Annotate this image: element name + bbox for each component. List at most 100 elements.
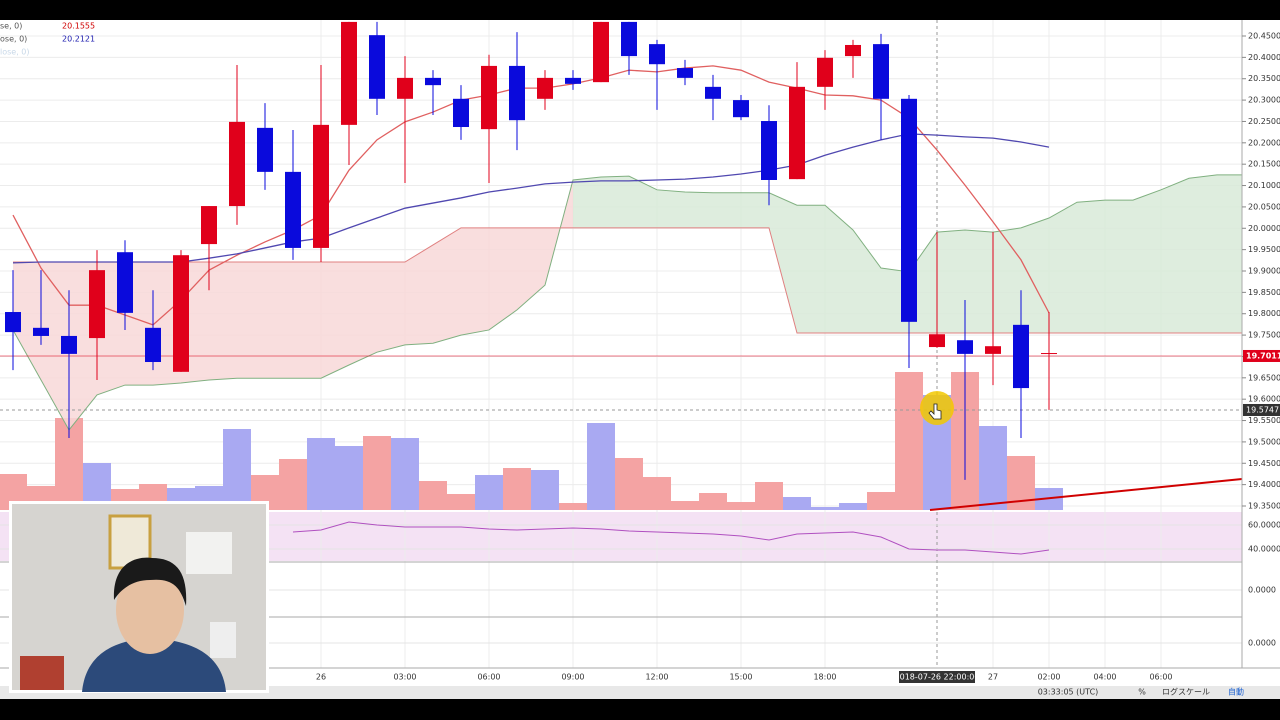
person-hair bbox=[113, 557, 187, 606]
x-tick-label: 15:00 bbox=[729, 673, 752, 682]
y-tick-label: 19.9500 bbox=[1248, 245, 1280, 254]
candle-body bbox=[929, 334, 945, 348]
cloud-segment bbox=[461, 227, 489, 336]
cloud-segment bbox=[489, 227, 517, 330]
volume-bar bbox=[447, 494, 475, 510]
volume-bar bbox=[755, 482, 783, 510]
y-tick-label: 19.5500 bbox=[1248, 416, 1280, 425]
legend-label: ose, 0) bbox=[0, 35, 27, 44]
cloud-segment bbox=[853, 229, 881, 333]
volume-bar bbox=[979, 426, 1007, 510]
crosshair-price-box bbox=[1243, 403, 1280, 416]
candle-body bbox=[789, 86, 805, 180]
y-tick-label: 20.2000 bbox=[1248, 138, 1280, 147]
cloud-segment bbox=[321, 262, 349, 379]
crosshair-price-label: 19.5747 bbox=[1246, 405, 1279, 414]
candle-body bbox=[117, 252, 133, 313]
legend-label: se, 0) bbox=[0, 22, 22, 31]
y-tick-label: 20.3500 bbox=[1248, 74, 1280, 83]
cloud-segment bbox=[1049, 202, 1077, 333]
candle-body bbox=[397, 77, 413, 99]
candle-body bbox=[257, 127, 273, 172]
volume-bar bbox=[811, 507, 839, 510]
candle-body bbox=[761, 121, 777, 180]
candle-body bbox=[61, 335, 77, 354]
y-tick-label: 20.1500 bbox=[1248, 160, 1280, 169]
panel-tick-label: 60.0000 bbox=[1248, 521, 1280, 530]
shelf-item bbox=[210, 622, 236, 658]
x-tick-label: 02:00 bbox=[1037, 673, 1060, 682]
volume-bar bbox=[727, 502, 755, 510]
volume-bar bbox=[559, 503, 587, 510]
cloud-span-b bbox=[13, 227, 1242, 334]
desk-item bbox=[20, 656, 64, 690]
candle-body bbox=[1041, 353, 1057, 355]
cloud-segment bbox=[1217, 174, 1242, 333]
volume-bar bbox=[783, 497, 811, 510]
candle-body bbox=[369, 35, 385, 99]
cloud-segment bbox=[13, 262, 41, 380]
candle-body bbox=[313, 124, 329, 248]
webcam bbox=[9, 501, 269, 693]
cloud-segment bbox=[1133, 189, 1161, 333]
legend-label: lose, 0) bbox=[0, 48, 30, 57]
log-scale-button[interactable]: ログスケール bbox=[1162, 687, 1210, 697]
y-tick-label: 19.7500 bbox=[1248, 331, 1280, 340]
y-tick-label: 20.0000 bbox=[1248, 224, 1280, 233]
y-tick-label: 19.4000 bbox=[1248, 480, 1280, 489]
x-tick-label: 26 bbox=[316, 673, 326, 682]
volume-bar bbox=[615, 458, 643, 510]
candle-body bbox=[873, 44, 889, 99]
candle-body bbox=[285, 171, 301, 248]
volume-bar bbox=[279, 459, 307, 510]
cloud-segment bbox=[769, 192, 797, 333]
clock: 03:33:05 (UTC) bbox=[1038, 688, 1099, 697]
crosshair-time-label: 2018-07-26 22:00:00 bbox=[895, 673, 980, 682]
volume-bar bbox=[839, 503, 867, 510]
cloud-span-a bbox=[12, 174, 1242, 431]
auto-button[interactable]: 自動 bbox=[1228, 687, 1244, 697]
last-price-box bbox=[1243, 349, 1280, 362]
cursor bbox=[928, 403, 942, 420]
cloud-segment bbox=[741, 192, 769, 228]
cloud-segment bbox=[1021, 218, 1049, 333]
cloud-segment bbox=[377, 262, 405, 353]
candle-body bbox=[957, 340, 973, 354]
y-tick-label: 20.4000 bbox=[1248, 53, 1280, 62]
person-face bbox=[116, 566, 184, 654]
cloud-segment bbox=[433, 227, 461, 344]
x-tick-label: 27 bbox=[988, 673, 998, 682]
x-tick-label: 04:00 bbox=[1093, 673, 1116, 682]
cloud-segment bbox=[965, 229, 993, 333]
percent-button[interactable]: % bbox=[1138, 688, 1146, 697]
candle-body bbox=[845, 44, 861, 57]
cloud-segment bbox=[349, 262, 377, 365]
panel-tick-label: 0.0000 bbox=[1248, 586, 1276, 595]
crosshair-time-box bbox=[899, 671, 975, 683]
cloud-segment bbox=[405, 244, 433, 345]
candle-body bbox=[481, 65, 497, 130]
cloud-segment bbox=[41, 262, 69, 430]
y-tick-label: 19.5000 bbox=[1248, 437, 1280, 446]
candle-body bbox=[5, 312, 21, 333]
candle-body bbox=[677, 68, 693, 78]
y-tick-label: 19.6500 bbox=[1248, 373, 1280, 382]
candle-body bbox=[733, 100, 749, 118]
candle-body bbox=[985, 346, 1001, 354]
cloud-segment bbox=[713, 192, 741, 228]
y-tick-label: 19.3500 bbox=[1248, 501, 1280, 510]
volume-bar bbox=[363, 436, 391, 510]
candle-body bbox=[593, 21, 609, 83]
volume-bar bbox=[587, 423, 615, 510]
legend: se, 0) 20.1555 ose, 0) 20.2121 lose, 0) bbox=[0, 22, 95, 57]
candle-body bbox=[537, 77, 553, 99]
volume-bar bbox=[643, 477, 671, 510]
rsi-line bbox=[292, 521, 1050, 555]
candle-body bbox=[705, 86, 721, 99]
cloud-segment bbox=[1189, 174, 1217, 333]
x-tick-label: 18:00 bbox=[813, 673, 836, 682]
y-tick-label: 19.8500 bbox=[1248, 288, 1280, 297]
person-shirt bbox=[82, 638, 226, 692]
candle-body bbox=[173, 255, 189, 372]
